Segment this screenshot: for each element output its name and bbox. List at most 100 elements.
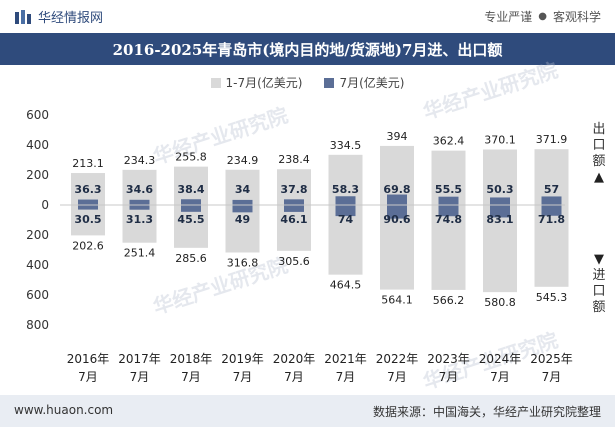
legend-item-month: 7月(亿美元) [324, 74, 404, 91]
bar-import-ytd [431, 205, 466, 290]
x-tick-label: 2018年 [170, 352, 213, 366]
data-label-export-month: 55.5 [435, 183, 462, 196]
data-label-export-month: 37.8 [280, 183, 307, 196]
bar-import-ytd [122, 205, 157, 243]
bar-export-month [78, 199, 98, 205]
data-label-import-month: 49 [235, 213, 250, 226]
brand: 华经情报网 [14, 7, 103, 26]
bar-import-month [129, 205, 150, 210]
legend-swatch-month [324, 77, 335, 88]
data-label-import-ytd: 464.5 [330, 279, 362, 292]
legend: 1-7月(亿美元) 7月(亿美元) [0, 74, 615, 91]
x-tick-label: 2019年 [221, 352, 264, 366]
data-label-import-ytd: 566.2 [433, 294, 465, 307]
x-tick-label: 7月 [130, 370, 150, 384]
x-tick-label: 7月 [439, 370, 459, 384]
data-label-import-month: 74.8 [435, 213, 462, 226]
chart-title: 2016-2025年青岛市(境内目的地/货源地)7月进、出口额 [112, 41, 503, 59]
y-tick-label: 400 [26, 138, 49, 152]
x-tick-label: 7月 [78, 370, 98, 384]
x-tick-label: 2022年 [376, 352, 419, 366]
y-tick-label: 0 [41, 198, 49, 212]
x-tick-label: 7月 [284, 370, 304, 384]
x-tick-label: 7月 [181, 370, 201, 384]
export-label-text: 出口额 [592, 122, 606, 169]
data-label-import-ytd: 251.4 [124, 247, 156, 260]
data-label-import-ytd: 305.6 [278, 255, 310, 268]
x-tick-label: 7月 [387, 370, 407, 384]
x-tick-label: 7月 [542, 370, 562, 384]
import-side-label: ▼ 进口额 [591, 252, 607, 316]
data-label-export-month: 50.3 [486, 183, 513, 196]
bar-export-month [129, 199, 150, 205]
bar-import-ytd [328, 205, 363, 275]
data-label-export-month: 38.4 [177, 183, 204, 196]
bar-export-month [181, 199, 201, 205]
bar-import-ytd [225, 205, 260, 253]
tagline-right: 客观科学 [552, 10, 601, 24]
separator-dot-icon: ● [538, 11, 547, 22]
bar-import-month [387, 205, 407, 219]
data-label-import-month: 71.8 [538, 213, 565, 226]
x-tick-label: 2020年 [273, 352, 316, 366]
bar-import-ytd [174, 205, 208, 248]
bar-import-month [490, 205, 510, 218]
footer-site-link[interactable]: www.huaon.com [14, 403, 114, 417]
data-label-import-month: 31.3 [126, 213, 153, 226]
data-label-import-ytd: 580.8 [484, 296, 516, 309]
up-arrow-icon: ▲ [594, 170, 604, 185]
x-tick-label: 7月 [233, 370, 253, 384]
bar-export-ytd [277, 169, 311, 205]
x-tick-label: 2021年 [324, 352, 367, 366]
bar-export-ytd [534, 149, 569, 205]
y-tick-label: 200 [26, 168, 49, 182]
y-tick-label: 200 [26, 228, 49, 242]
data-label-import-ytd: 316.8 [227, 257, 259, 270]
y-tick-label: 400 [26, 258, 49, 272]
y-tick-label: 800 [26, 318, 49, 332]
data-label-export-ytd: 334.5 [330, 139, 362, 152]
data-label-import-ytd: 202.6 [72, 239, 104, 252]
bar-import-ytd [277, 205, 311, 251]
data-label-import-ytd: 545.3 [536, 291, 568, 304]
bar-import-month [284, 205, 304, 212]
brand-name: 华经情报网 [38, 11, 104, 26]
footer-source: 数据来源：中国海关，华经产业研究院整理 [372, 405, 601, 419]
bar-import-month [78, 205, 98, 210]
bar-import-ytd [380, 205, 414, 290]
data-label-import-month: 45.5 [177, 213, 204, 226]
legend-label-month: 7月(亿美元) [339, 76, 405, 90]
data-label-export-ytd: 213.1 [72, 157, 104, 170]
data-label-export-ytd: 371.9 [536, 133, 568, 146]
data-label-export-month: 58.3 [332, 183, 359, 196]
data-label-export-month: 34.6 [126, 183, 153, 196]
bar-export-month [387, 194, 407, 205]
title-bar: 2016-2025年青岛市(境内目的地/货源地)7月进、出口额 [0, 33, 615, 65]
data-label-import-month: 90.6 [383, 213, 410, 226]
data-label-export-month: 36.3 [74, 183, 101, 196]
chart: 600 400 200 0 200 400 600 800 213.1 202.6 36.3 30.5… [26, 108, 573, 384]
data-label-import-ytd: 564.1 [381, 294, 413, 307]
data-label-export-ytd: 234.3 [124, 154, 156, 167]
data-label-export-month: 34 [235, 183, 251, 196]
brand-logo-icon [15, 9, 31, 24]
legend-swatch-ytd [210, 77, 221, 88]
x-tick-label: 2025年 [530, 352, 573, 366]
x-tick-label: 2023年 [427, 352, 470, 366]
bar-export-ytd [122, 169, 157, 205]
data-label-export-ytd: 234.9 [227, 154, 259, 167]
x-tick-label: 2024年 [479, 352, 522, 366]
bar-import-month [541, 205, 562, 216]
legend-label-ytd: 1-7月(亿美元) [225, 76, 303, 90]
x-tick-label: 2017年 [118, 352, 161, 366]
x-tick-label: 2016年 [67, 352, 110, 366]
footer: www.huaon.com 数据来源：中国海关，华经产业研究院整理 [0, 395, 615, 427]
data-label-import-ytd: 285.6 [175, 252, 207, 265]
data-label-export-month: 57 [544, 183, 559, 196]
x-tick-label: 7月 [490, 370, 510, 384]
bar-export-month [232, 199, 253, 205]
bar-import-month [438, 205, 459, 217]
data-label-import-month: 74 [338, 213, 354, 226]
bar-export-ytd [483, 149, 517, 205]
data-label-import-month: 83.1 [486, 213, 513, 226]
